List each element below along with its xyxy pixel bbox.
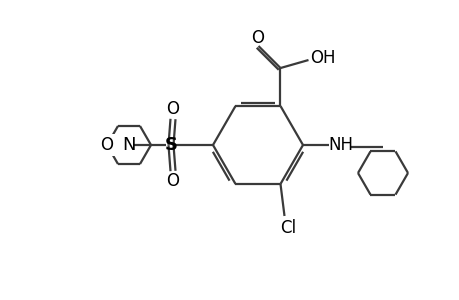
- Text: O: O: [251, 29, 263, 47]
- Text: NH: NH: [328, 136, 353, 154]
- Text: O: O: [100, 136, 113, 154]
- Text: S: S: [164, 136, 177, 154]
- Text: O: O: [166, 172, 179, 190]
- Text: N: N: [122, 136, 135, 154]
- Text: Cl: Cl: [280, 219, 296, 237]
- Text: O: O: [166, 100, 179, 118]
- Text: OH: OH: [309, 49, 335, 67]
